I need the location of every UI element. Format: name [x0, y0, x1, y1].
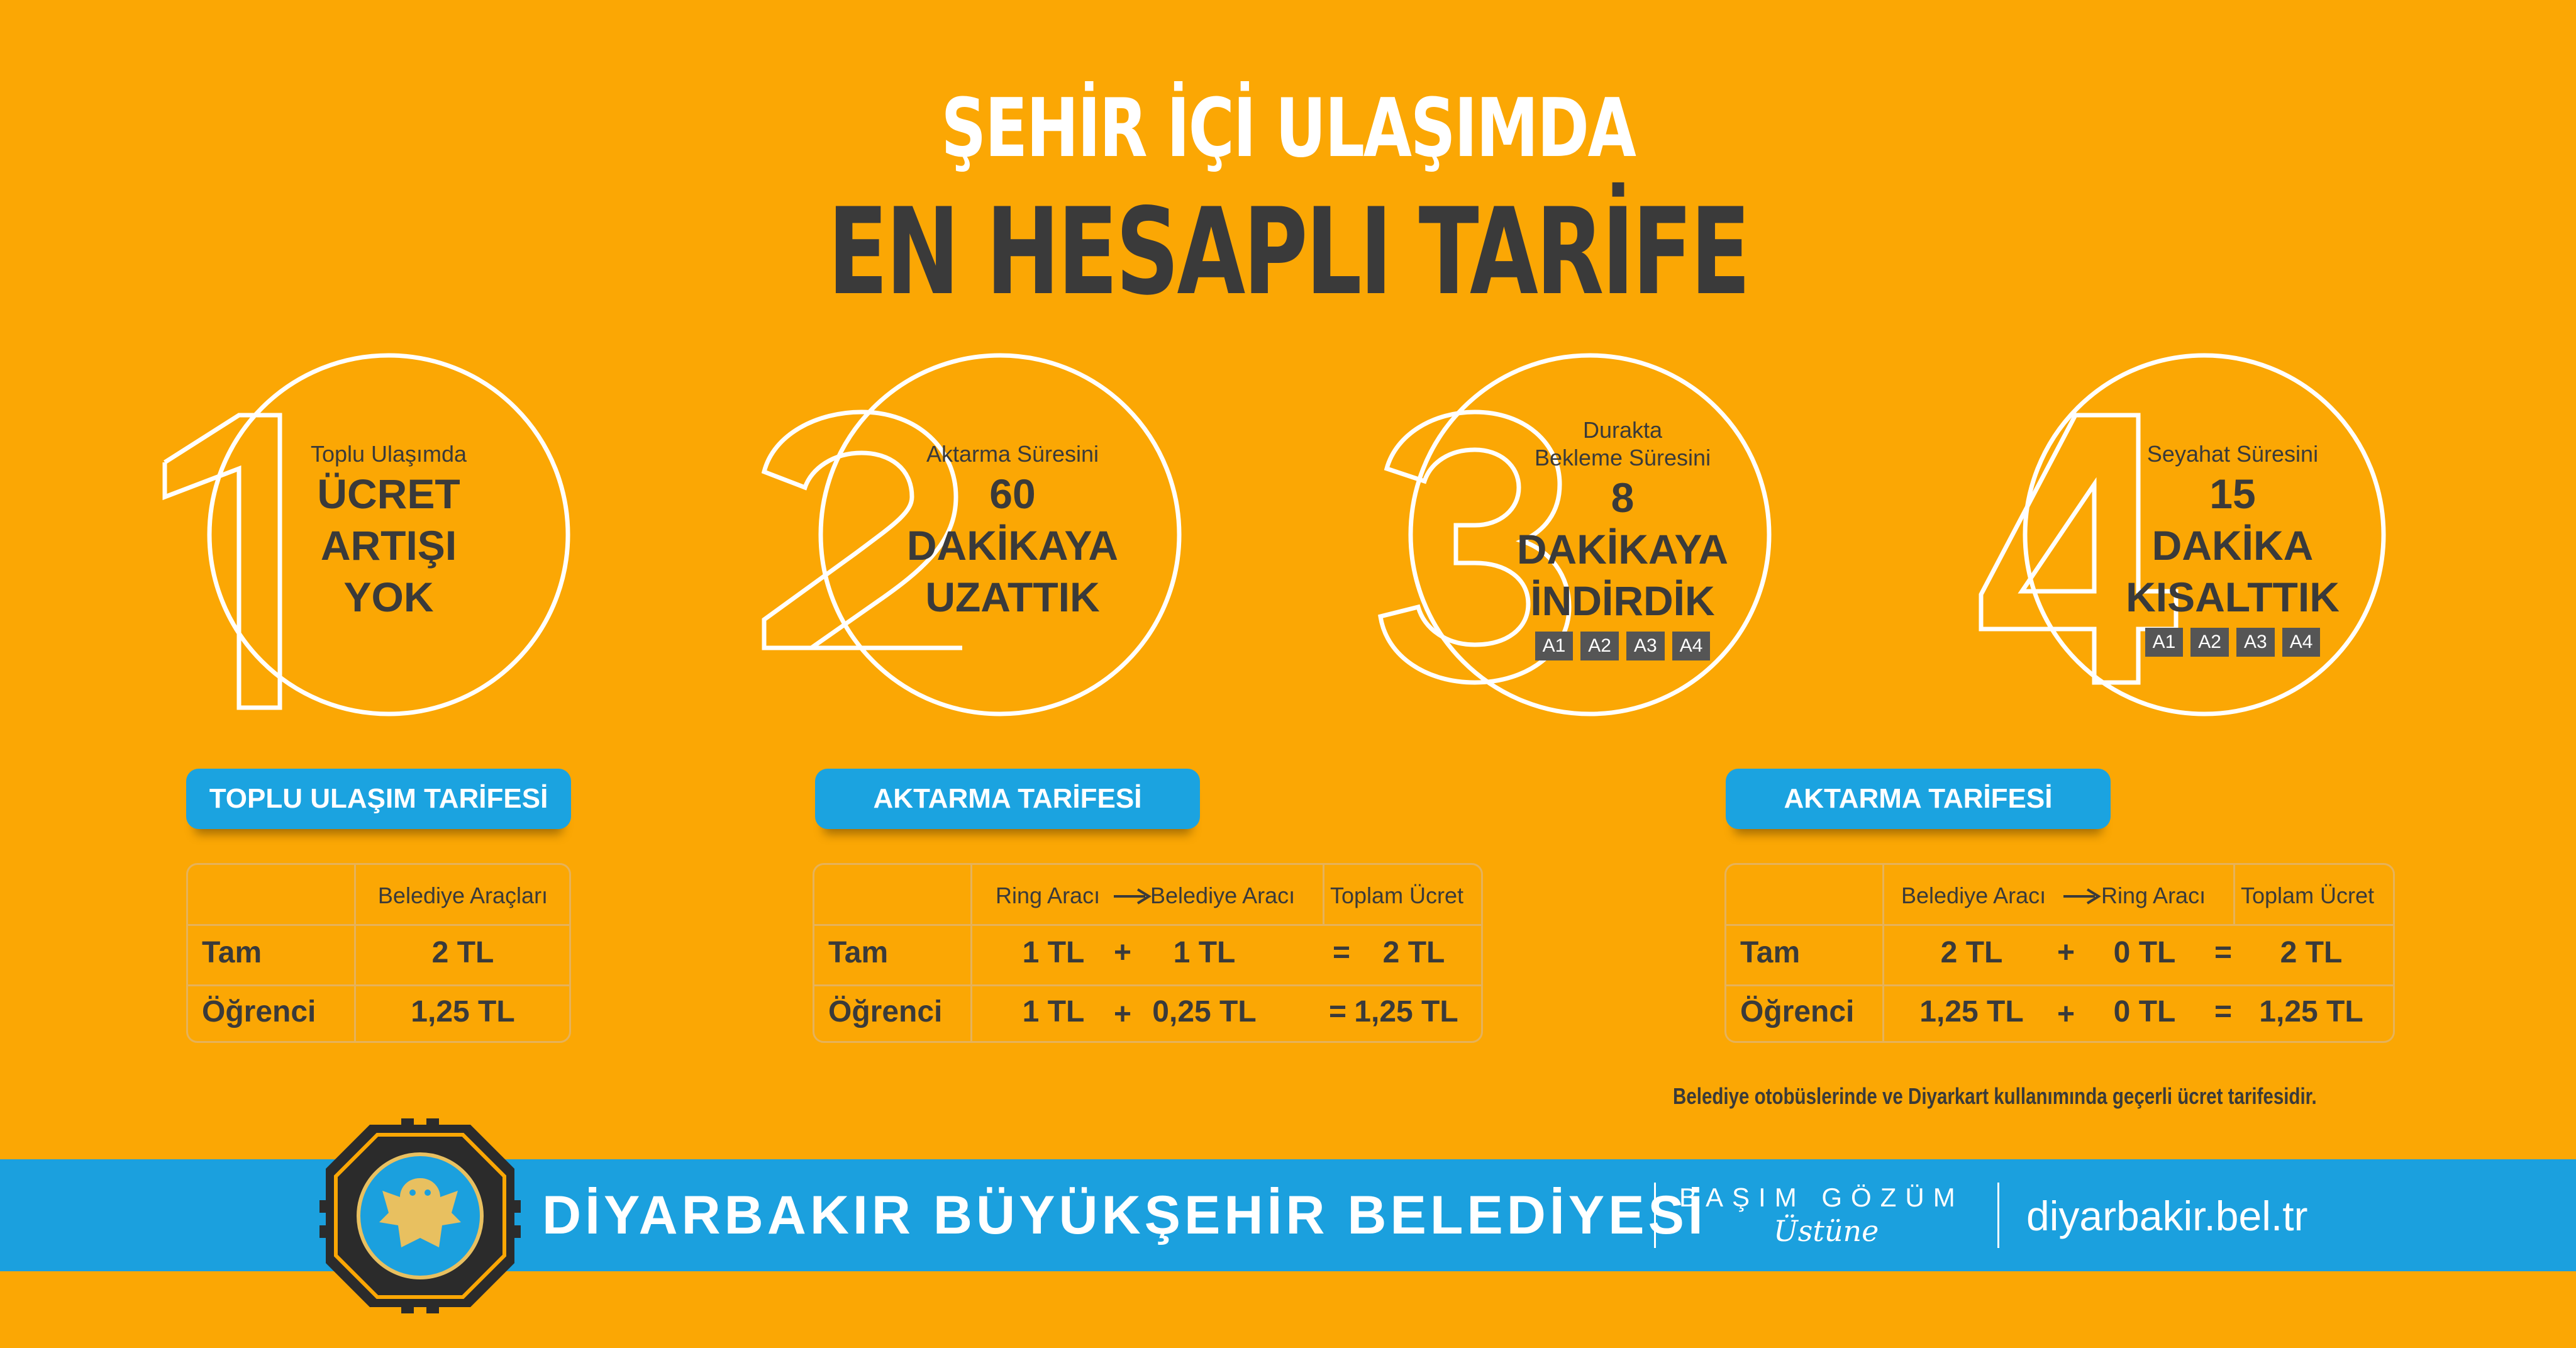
- tariff-title-1: TOPLU ULAŞIM TARİFESİ: [186, 769, 571, 829]
- table-1-row-ogrenci-value: 1,25 TL: [411, 995, 515, 1028]
- feature-2-line2: DAKİKAYA: [906, 522, 1119, 569]
- tariff-table-3: Belediye Aracı Ring Aracı Toplam Ücret T…: [1724, 863, 2395, 1043]
- table-1-header: Belediye Araçları: [377, 883, 548, 908]
- table-1-row-tam-value: 2 TL: [431, 936, 494, 969]
- feature-3-line3: İNDİRDİK: [1530, 577, 1715, 624]
- table-1-row-ogrenci-label: Öğrenci: [202, 995, 316, 1028]
- footer-divider: [1654, 1183, 1656, 1248]
- slogan-top: BAŞIM GÖZÜM: [1679, 1183, 1964, 1212]
- table-2-row-ogrenci-label: Öğrenci: [828, 995, 943, 1028]
- table-3-row-tam-eq: =: [2214, 936, 2233, 969]
- table-3-row-ogrenci-op: +: [2057, 998, 2075, 1031]
- feature-2-line3: UZATTIK: [925, 574, 1100, 620]
- table-2-row-ogrenci-b: 0,25 TL: [1152, 995, 1257, 1028]
- table-2-row-ogrenci-eq: =: [1328, 995, 1347, 1028]
- feature-1-line3: YOK: [343, 574, 434, 620]
- feature-4: Seyahat Süresini 15 DAKİKA KISALTTIK A1 …: [2113, 440, 2352, 657]
- table-2-row-tam-total: 2 TL: [1382, 936, 1445, 969]
- route-badge: A4: [1672, 632, 1711, 660]
- table-2-header-total: Toplam Ücret: [1330, 883, 1464, 908]
- table-3-row-tam-label: Tam: [1740, 936, 1801, 969]
- circle-1: [207, 353, 570, 716]
- tariff-title-2: AKTARMA TARİFESİ: [815, 769, 1200, 829]
- table-3-row-tam-total: 2 TL: [2280, 936, 2343, 969]
- table-3-header-to: Ring Aracı: [2101, 883, 2206, 908]
- route-badge: A3: [1626, 632, 1665, 660]
- table-2-row-tam-a: 1 TL: [1022, 936, 1085, 969]
- table-3-row-ogrenci-b: 0 TL: [2113, 995, 2176, 1028]
- feature-4-line3: KISALTTIK: [2126, 574, 2340, 620]
- table-3-row-ogrenci-label: Öğrenci: [1740, 995, 1855, 1028]
- tariff-table-2: Ring Aracı Belediye Aracı Toplam Ücret T…: [813, 863, 1483, 1043]
- table-3-row-tam-op: +: [2057, 936, 2075, 969]
- feature-3-line1: 8: [1611, 474, 1635, 521]
- route-badge: A4: [2282, 628, 2321, 657]
- circle-3: [1408, 353, 1772, 716]
- route-badges-3: A1 A2 A3 A4: [1503, 632, 1742, 660]
- numeral-4-outline: [1979, 413, 2179, 685]
- feature-4-line1: 15: [2209, 471, 2256, 517]
- route-badges-4: A1 A2 A3 A4: [2113, 628, 2352, 657]
- route-badge: A3: [2236, 628, 2275, 657]
- table-2-row-ogrenci-total: 1,25 TL: [1354, 995, 1458, 1028]
- tariff-title-3: AKTARMA TARİFESİ: [1726, 769, 2111, 829]
- headline-top: ŞEHİR İÇİ ULAŞIMDA: [941, 82, 1636, 175]
- table-3-row-tam-a: 2 TL: [1940, 936, 2003, 969]
- table-2-header-to: Belediye Aracı: [1150, 883, 1296, 908]
- feature-3: Durakta Bekleme Süresini 8 DAKİKAYA İNDİ…: [1503, 416, 1742, 660]
- route-badge: A1: [2145, 628, 2184, 657]
- route-badge: A2: [1580, 632, 1619, 660]
- feature-2: Aktarma Süresini 60 DAKİKAYA UZATTIK: [899, 440, 1126, 623]
- table-3-row-ogrenci-eq: =: [2214, 995, 2233, 1028]
- feature-3-small: Durakta Bekleme Süresini: [1534, 417, 1711, 471]
- feature-1-small: Toplu Ulaşımda: [310, 441, 467, 467]
- numeral-1-outline: [162, 413, 282, 710]
- footer-divider: [1997, 1183, 1999, 1248]
- circle-2: [818, 353, 1182, 716]
- circle-4: [2023, 353, 2386, 716]
- table-3-header-total: Toplam Ücret: [2241, 883, 2375, 908]
- table-3-row-tam-b: 0 TL: [2113, 936, 2176, 969]
- table-2-row-tam-eq: =: [1332, 936, 1351, 969]
- arrow-right-icon: [2063, 888, 2101, 905]
- tariff-table-1: Belediye Araçları Tam 2 TL Öğrenci 1,25 …: [186, 863, 571, 1043]
- table-2-row-ogrenci-a: 1 TL: [1022, 995, 1085, 1028]
- route-badge: A1: [1535, 632, 1574, 660]
- feature-4-line2: DAKİKA: [2151, 522, 2314, 569]
- feature-1-line2: ARTIŞI: [320, 522, 457, 569]
- feature-4-small: Seyahat Süresini: [2146, 441, 2319, 467]
- tariff-note: Belediye otobüslerinde ve Diyarkart kull…: [1673, 1083, 2317, 1109]
- table-3-row-ogrenci-total: 1,25 TL: [2259, 995, 2363, 1028]
- table-2-row-tam-b: 1 TL: [1173, 936, 1236, 969]
- organization-name: DİYARBAKIR BÜYÜKŞEHİR BELEDİYESİ: [542, 1185, 1707, 1245]
- website-link[interactable]: diyarbakir.bel.tr: [2026, 1193, 2308, 1239]
- table-2-row-tam-op: +: [1113, 936, 1132, 969]
- arrow-right-icon: [1114, 888, 1152, 905]
- table-3-row-ogrenci-a: 1,25 TL: [1919, 995, 2024, 1028]
- slogan-bottom: Üstüne: [1774, 1214, 1879, 1248]
- table-2-header-from: Ring Aracı: [996, 883, 1101, 908]
- feature-2-small: Aktarma Süresini: [926, 441, 1099, 467]
- feature-3-line2: DAKİKAYA: [1516, 526, 1729, 572]
- table-2-row-ogrenci-op: +: [1113, 998, 1132, 1031]
- table-1-row-tam-label: Tam: [202, 936, 262, 969]
- table-3-header-from: Belediye Aracı: [1901, 883, 2046, 908]
- table-2-row-tam-label: Tam: [828, 936, 889, 969]
- feature-2-line1: 60: [989, 471, 1036, 517]
- feature-1: Toplu Ulaşımda ÜCRET ARTIŞI YOK: [294, 440, 483, 623]
- route-badge: A2: [2190, 628, 2229, 657]
- numeral-2-outline: [761, 409, 962, 650]
- feature-1-line1: ÜCRET: [317, 471, 460, 517]
- headline-main: EN HESAPLI TARİFE: [828, 182, 1751, 321]
- numeral-3-outline: [1378, 409, 1572, 685]
- municipality-emblem-icon: [319, 1118, 521, 1313]
